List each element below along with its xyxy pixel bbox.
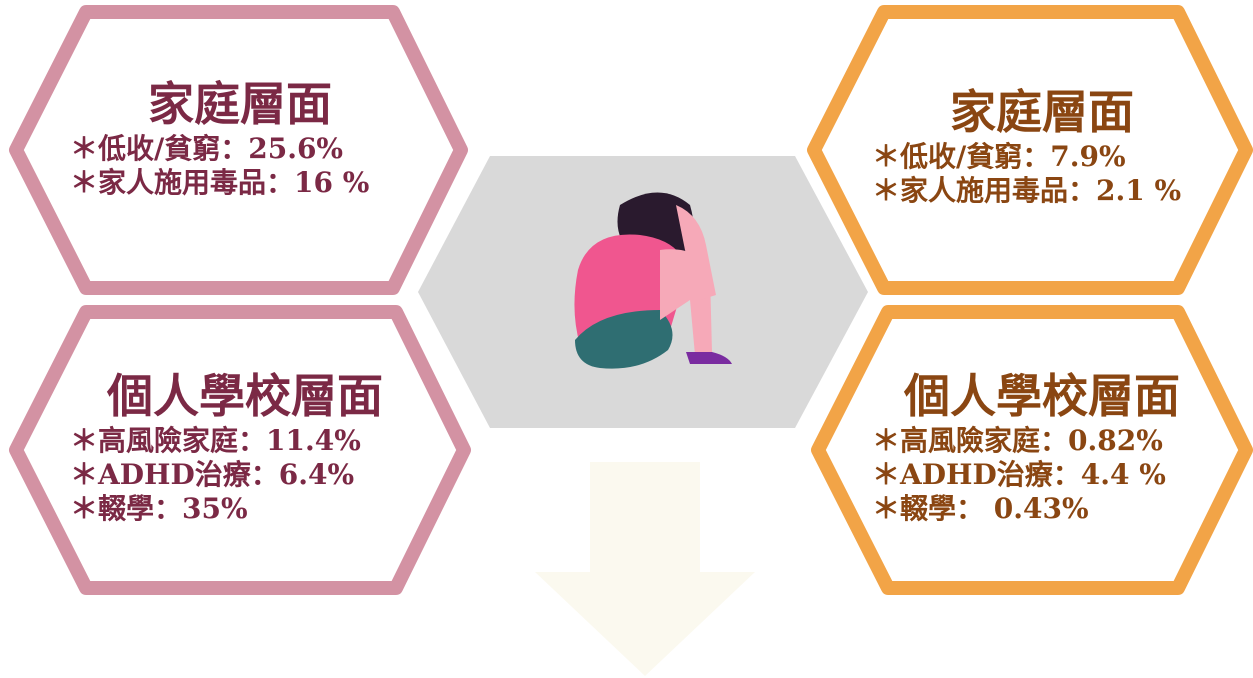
hexagon-top-right: [807, 5, 1253, 295]
hexagon-top-left: [9, 5, 468, 295]
panel-line: ＊ADHD治療：4.4 %: [872, 458, 1166, 491]
panel-title: 個人學校層面: [107, 369, 383, 423]
panel: 家庭層面 ＊低收/貧窮：7.9% ＊家人施用毒品：2.1 %: [872, 84, 1212, 208]
down-arrow: [535, 462, 755, 676]
panel: 家庭層面 ＊低收/貧窮：25.6% ＊家人施用毒品：16 %: [70, 76, 410, 200]
panel-line: ＊高風險家庭：0.82%: [872, 424, 1163, 457]
panel-line: ＊家人施用毒品：2.1 %: [872, 174, 1182, 207]
sad-person-illustration: [574, 192, 732, 369]
panel: 個人學校層面 ＊高風險家庭：11.4% ＊ADHD治療：6.4% ＊輟學：35%: [70, 368, 420, 526]
panel-line: ＊輟學： 0.43%: [872, 492, 1089, 525]
panel-line: ＊ADHD治療：6.4%: [70, 458, 355, 491]
panel-line: ＊高風險家庭：11.4%: [70, 424, 361, 457]
hexagon-bottom-left: [9, 305, 471, 595]
panel-title: 家庭層面: [950, 85, 1134, 139]
panel-line: ＊低收/貧窮：7.9%: [872, 140, 1126, 173]
panel-line: ＊輟學：35%: [70, 492, 248, 525]
panel-line: ＊低收/貧窮：25.6%: [70, 132, 344, 165]
panel-line: ＊家人施用毒品：16 %: [70, 166, 370, 199]
hexagon-bottom-right: [811, 305, 1253, 595]
panel-title: 家庭層面: [148, 77, 332, 131]
panel-title: 個人學校層面: [904, 369, 1180, 423]
panel: 個人學校層面 ＊高風險家庭：0.82% ＊ADHD治療：4.4 % ＊輟學： 0…: [872, 368, 1212, 526]
